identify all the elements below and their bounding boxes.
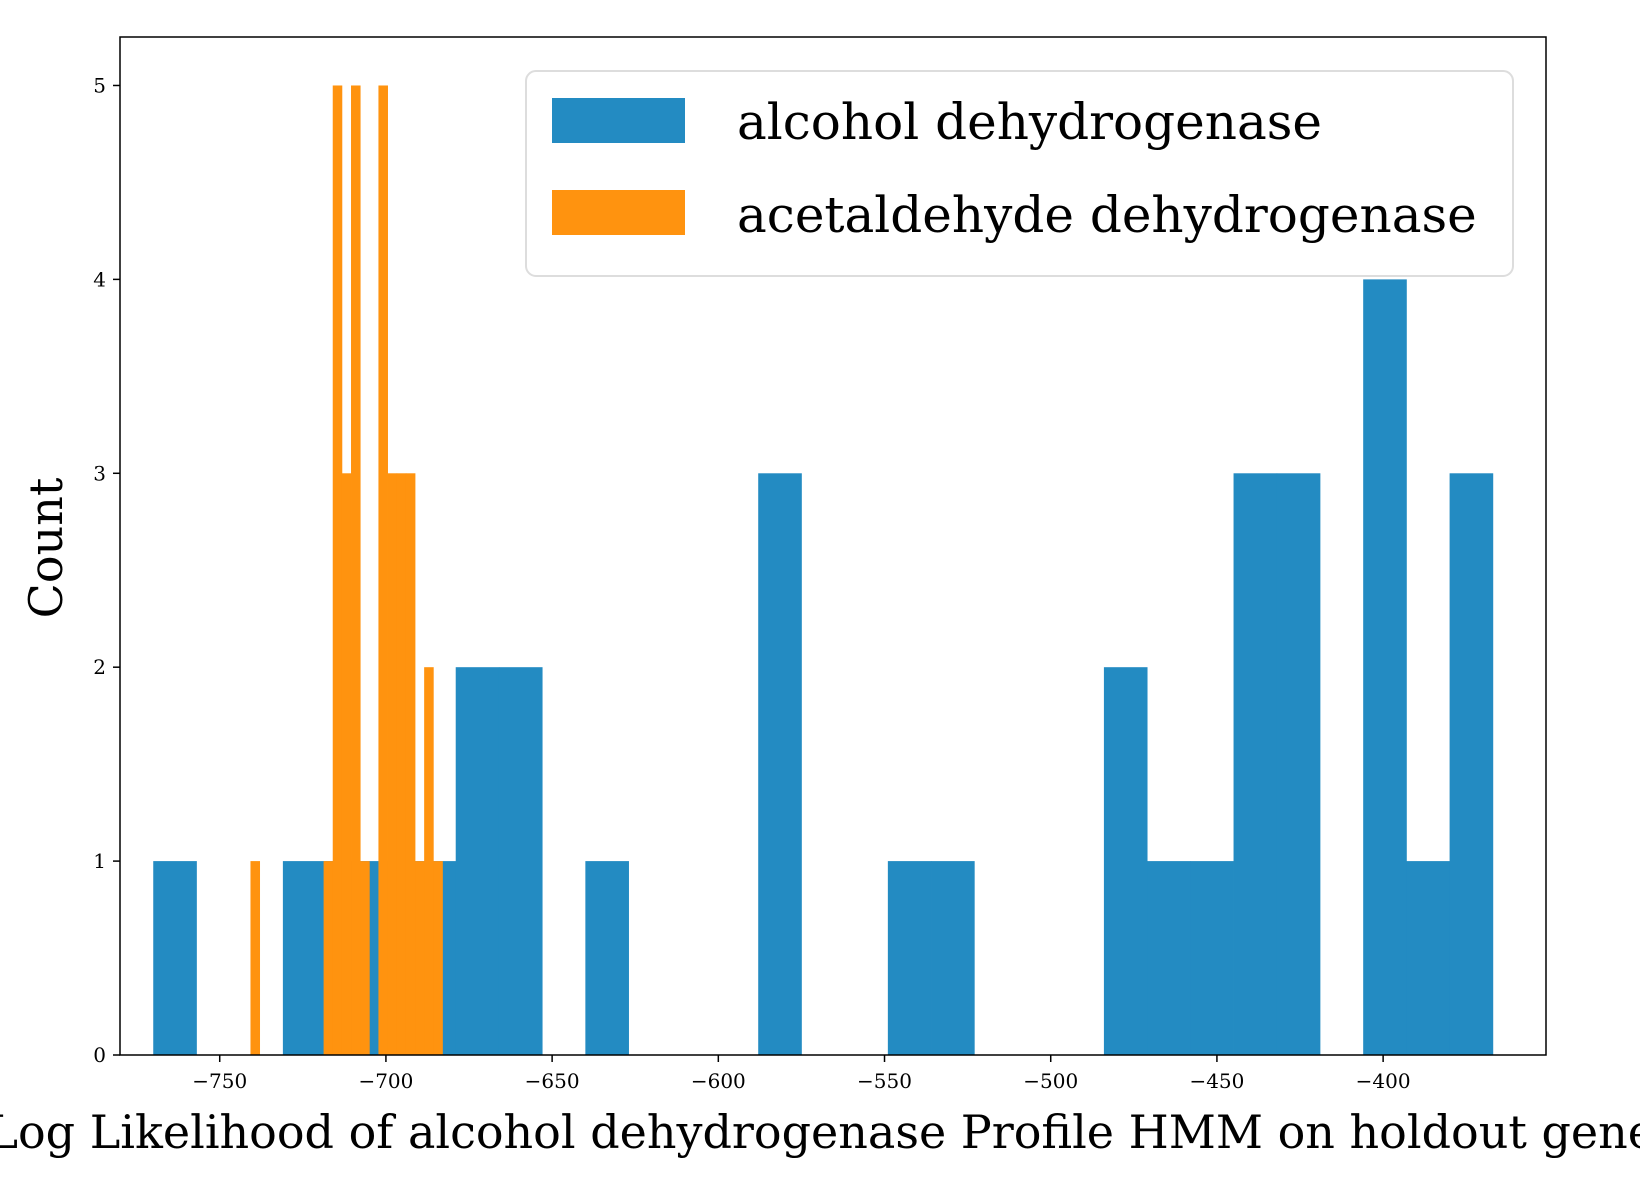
bar-acetaldehyde-dehydrogenase-3 xyxy=(341,473,352,1055)
bar-alcohol-dehydrogenase-6 xyxy=(498,667,543,1055)
bar-alcohol-dehydrogenase-8 xyxy=(758,473,802,1055)
bar-alcohol-dehydrogenase-13 xyxy=(1190,861,1234,1055)
y-tick-label: 4 xyxy=(93,267,106,291)
bar-alcohol-dehydrogenase-16 xyxy=(1363,279,1407,1055)
bar-acetaldehyde-dehydrogenase-11 xyxy=(424,667,434,1055)
bar-alcohol-dehydrogenase-10 xyxy=(931,861,975,1055)
legend-box xyxy=(525,70,1514,277)
bar-acetaldehyde-dehydrogenase-0 xyxy=(250,861,261,1055)
x-tick-label: −650 xyxy=(525,1069,580,1093)
x-tick-label: −750 xyxy=(192,1069,247,1093)
bar-acetaldehyde-dehydrogenase-6 xyxy=(378,85,388,1056)
bar-acetaldehyde-dehydrogenase-2 xyxy=(332,85,343,1056)
x-axis-ticks: −750 −700 −650 −600 −550 −500 −450 −400 xyxy=(192,1055,1411,1093)
bar-acetaldehyde-dehydrogenase-4 xyxy=(351,85,361,1056)
bar-alcohol-dehydrogenase-1 xyxy=(282,861,327,1055)
x-tick-label: −400 xyxy=(1356,1069,1411,1093)
bar-acetaldehyde-dehydrogenase-8 xyxy=(396,473,407,1055)
bar-acetaldehyde-dehydrogenase-10 xyxy=(415,861,425,1055)
bar-alcohol-dehydrogenase-11 xyxy=(1103,667,1148,1055)
y-tick-label: 0 xyxy=(93,1043,106,1067)
legend-swatch-acetaldehyde-dehydrogenase xyxy=(552,190,685,235)
y-tick-label: 2 xyxy=(93,655,106,679)
legend-label-alcohol-dehydrogenase: alcohol dehydrogenase xyxy=(737,93,1322,151)
y-tick-label: 3 xyxy=(93,461,106,485)
bar-alcohol-dehydrogenase-0 xyxy=(153,861,197,1055)
legend-swatch-alcohol-dehydrogenase xyxy=(552,98,685,143)
x-tick-label: −700 xyxy=(358,1069,413,1093)
bar-alcohol-dehydrogenase-15 xyxy=(1276,473,1321,1055)
y-tick-label: 1 xyxy=(93,849,106,873)
x-tick-label: −550 xyxy=(857,1069,912,1093)
x-tick-label: −500 xyxy=(1023,1069,1078,1093)
bar-alcohol-dehydrogenase-5 xyxy=(455,667,500,1055)
x-tick-label: −600 xyxy=(691,1069,746,1093)
bars-layer xyxy=(153,85,1494,1056)
bar-acetaldehyde-dehydrogenase-7 xyxy=(387,473,398,1055)
bar-acetaldehyde-dehydrogenase-12 xyxy=(433,861,443,1055)
bar-alcohol-dehydrogenase-9 xyxy=(887,861,932,1055)
bar-alcohol-dehydrogenase-18 xyxy=(1449,473,1494,1055)
bar-acetaldehyde-dehydrogenase-9 xyxy=(405,473,416,1055)
x-tick-label: −450 xyxy=(1189,1069,1244,1093)
legend: alcohol dehydrogenase acetaldehyde dehyd… xyxy=(525,70,1514,277)
bar-acetaldehyde-dehydrogenase-1 xyxy=(323,861,334,1055)
legend-label-acetaldehyde-dehydrogenase: acetaldehyde dehydrogenase xyxy=(737,186,1477,244)
y-axis-label: Count xyxy=(19,477,73,618)
bar-alcohol-dehydrogenase-7 xyxy=(585,861,629,1055)
bar-alcohol-dehydrogenase-14 xyxy=(1233,473,1278,1055)
bar-acetaldehyde-dehydrogenase-5 xyxy=(360,861,370,1055)
bar-alcohol-dehydrogenase-17 xyxy=(1406,861,1450,1055)
y-axis-ticks: 0 1 2 3 4 5 xyxy=(93,73,120,1067)
plot-frame xyxy=(119,36,1547,1056)
bar-alcohol-dehydrogenase-12 xyxy=(1147,861,1191,1055)
y-tick-label: 5 xyxy=(93,73,106,97)
x-axis-label: Log Likelihood of alcohol dehydrogenase … xyxy=(0,1105,1640,1159)
